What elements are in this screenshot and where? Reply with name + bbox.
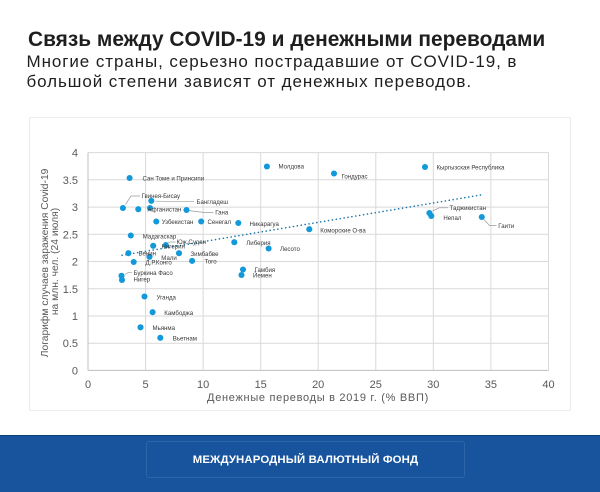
svg-text:2.5: 2.5: [63, 229, 78, 241]
svg-text:Никарагуа: Никарагуа: [250, 221, 280, 228]
svg-text:Вьетнам: Вьетнам: [173, 336, 197, 343]
svg-text:Нигер: Нигер: [134, 276, 151, 283]
svg-text:Гондурас: Гондурас: [342, 174, 368, 181]
svg-text:Д.Р.Конго: Д.Р.Конго: [146, 260, 173, 267]
svg-text:Мьянма: Мьянма: [153, 325, 176, 332]
svg-text:0.5: 0.5: [63, 338, 78, 350]
svg-text:10: 10: [197, 379, 209, 391]
svg-text:Кыргызская Республика: Кыргызская Республика: [437, 165, 505, 172]
svg-text:Таджикистан: Таджикистан: [450, 205, 486, 212]
svg-text:Гаити: Гаити: [498, 223, 514, 230]
svg-text:Того: Того: [205, 258, 218, 265]
svg-text:2: 2: [72, 257, 78, 269]
svg-text:Непал: Непал: [443, 215, 461, 222]
svg-text:Денежные переводы в 2019 г. (%: Денежные переводы в 2019 г. (% ВВП): [207, 392, 429, 404]
svg-text:4: 4: [72, 148, 78, 160]
svg-text:Логарифм случаев заражения Cov: Логарифм случаев заражения Covid-19 на м…: [39, 166, 61, 358]
svg-text:Йемен: Йемен: [253, 271, 272, 279]
svg-text:Сенегал: Сенегал: [208, 219, 232, 226]
svg-text:Коморские О-ва: Коморские О-ва: [320, 228, 366, 235]
svg-text:Камбоджа: Камбоджа: [164, 310, 193, 317]
svg-text:Зимбабве: Зимбабве: [191, 251, 220, 258]
svg-text:20: 20: [312, 379, 324, 391]
svg-text:Бангладеш: Бангладеш: [197, 199, 229, 206]
svg-text:0: 0: [85, 379, 91, 391]
svg-text:Узбекистан: Узбекистан: [162, 219, 194, 226]
svg-text:Гамбия: Гамбия: [255, 267, 276, 274]
svg-text:Нигерия: Нигерия: [162, 244, 185, 251]
svg-text:Сан Томе и Принсипи: Сан Томе и Принсипи: [143, 176, 205, 183]
svg-text:Гана: Гана: [215, 210, 229, 217]
svg-text:Мали: Мали: [161, 255, 177, 262]
svg-text:15: 15: [255, 379, 267, 391]
svg-text:Молдова: Молдова: [279, 164, 305, 171]
svg-text:1: 1: [72, 311, 78, 323]
svg-text:30: 30: [427, 379, 439, 391]
svg-text:40: 40: [542, 379, 554, 391]
svg-text:3: 3: [72, 202, 78, 214]
svg-text:0: 0: [72, 365, 78, 377]
svg-text:Бенин: Бенин: [139, 251, 157, 258]
svg-text:25: 25: [370, 379, 382, 391]
svg-text:35: 35: [485, 379, 497, 391]
svg-text:Гвинея-Бисау: Гвинея-Бисау: [142, 193, 181, 200]
svg-text:Уганда: Уганда: [157, 294, 177, 301]
svg-text:Лесото: Лесото: [280, 246, 300, 253]
svg-text:Мадагаскар: Мадагаскар: [143, 234, 177, 241]
svg-text:1.5: 1.5: [63, 284, 78, 296]
svg-text:5: 5: [143, 379, 149, 391]
svg-text:3.5: 3.5: [63, 175, 78, 187]
svg-text:Либерия: Либерия: [246, 240, 270, 247]
svg-text:Афганистан: Афганистан: [148, 207, 182, 214]
svg-text:Буркина Фасо: Буркина Фасо: [134, 270, 174, 277]
svg-text:Юж.Судан: Юж.Судан: [177, 239, 206, 246]
